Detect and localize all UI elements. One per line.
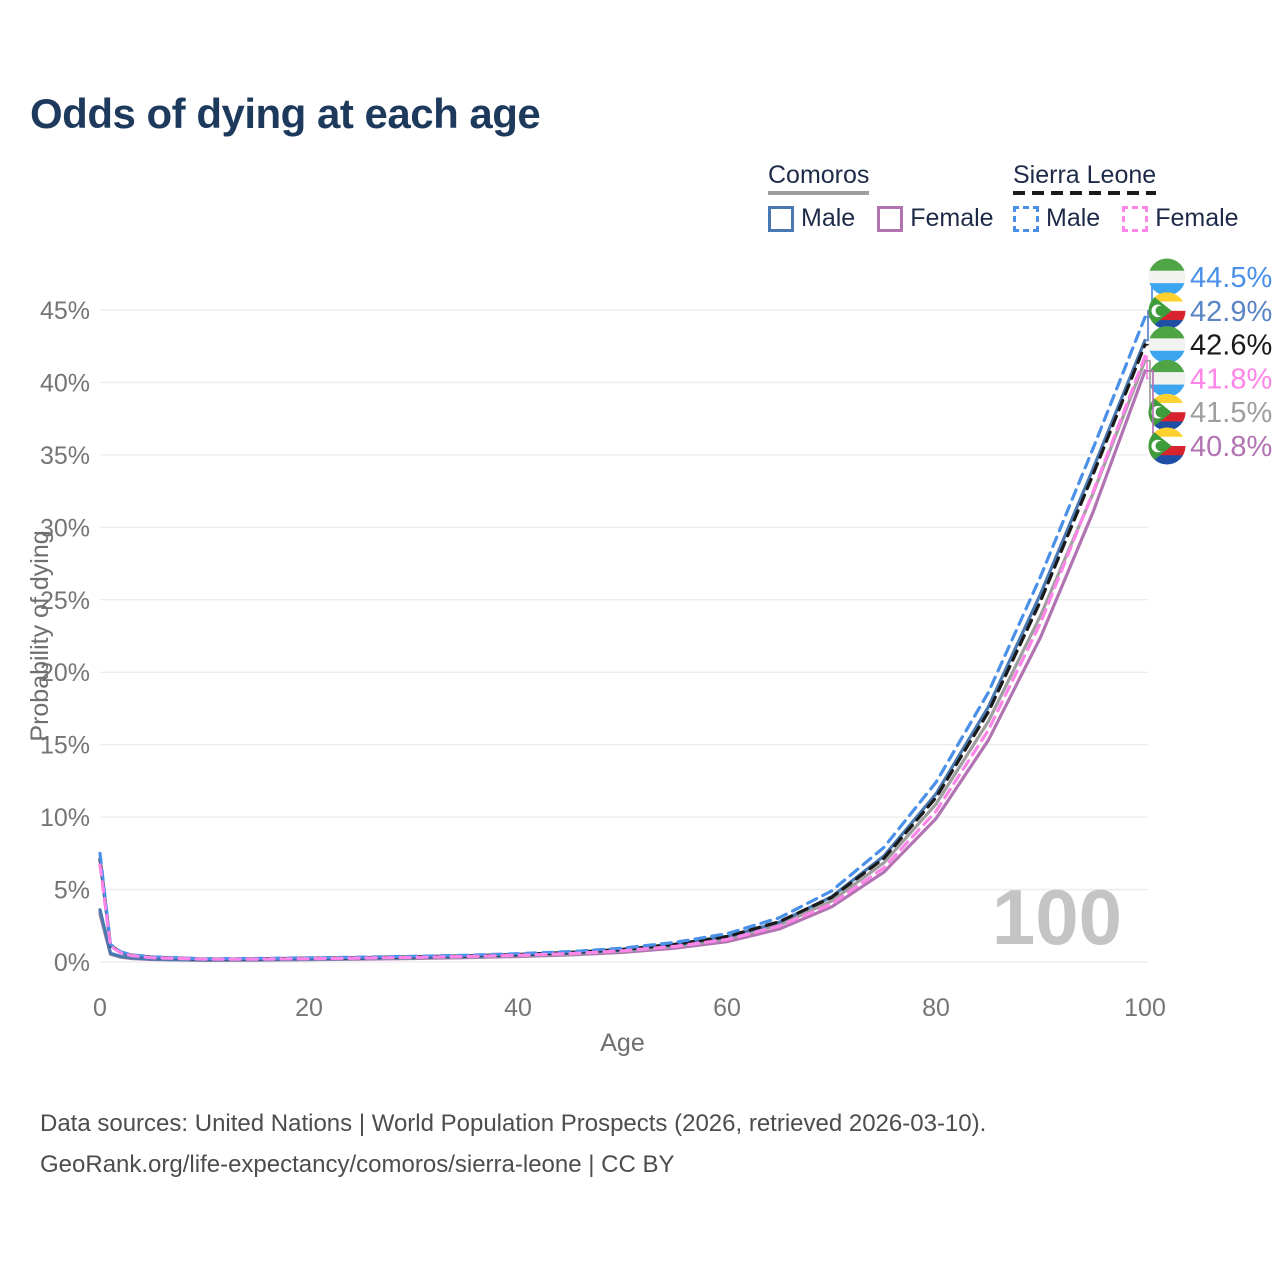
comoros-line-style-icon <box>768 191 870 195</box>
x-tick-label: 100 <box>1124 994 1166 1022</box>
legend-item-label: Male <box>801 204 856 232</box>
end-label-value: 40.8% <box>1190 431 1272 463</box>
series-line-comoros-both[interactable] <box>98 359 1147 962</box>
x-tick-label: 60 <box>713 994 741 1022</box>
legend-item-comoros-male[interactable]: Male <box>768 204 855 233</box>
y-axis-title: Probability of dying <box>26 530 54 741</box>
legend-group-title: Comoros <box>768 161 870 189</box>
comoros-male-swatch-icon <box>768 205 794 232</box>
end-label-value: 41.8% <box>1190 363 1272 395</box>
legend-items-comoros: Male Female <box>768 204 994 233</box>
legend-group-title: Sierra Leone <box>1013 161 1157 189</box>
series-line-comoros-male[interactable] <box>98 338 1147 962</box>
y-tick-label: 45% <box>40 297 90 325</box>
series-line-sierra-leone-female[interactable] <box>98 354 1147 961</box>
end-label-value: 44.5% <box>1190 262 1272 294</box>
legend-item-sierra-leone-female[interactable]: Female <box>1122 204 1239 233</box>
flag-icon-comoros <box>1148 427 1186 465</box>
flag-icon-comoros <box>1148 393 1186 431</box>
y-tick-label: 15% <box>40 732 90 760</box>
sierra-leone-line-style-icon <box>1013 191 1157 195</box>
series-line-comoros-female[interactable] <box>98 369 1147 962</box>
legend-group-header-sierra-leone: Sierra Leone <box>1013 161 1157 195</box>
x-tick-label: 40 <box>504 994 532 1022</box>
page-title: Odds of dying at each age <box>30 90 541 137</box>
legend-item-label: Male <box>1046 204 1101 232</box>
legend-item-label: Female <box>1155 204 1239 232</box>
flag-icon-sierra-leone <box>1148 326 1186 364</box>
series-line-sierra-leone-male[interactable] <box>98 315 1147 961</box>
flag-icon-sierra-leone <box>1148 258 1186 296</box>
y-tick-label: 35% <box>40 442 90 470</box>
x-tick-label: 80 <box>922 994 950 1022</box>
y-tick-label: 40% <box>40 369 90 397</box>
legend-item-comoros-female[interactable]: Female <box>877 204 994 233</box>
series-line-sierra-leone-both[interactable] <box>98 343 1147 961</box>
sierra-leone-female-swatch-icon <box>1122 205 1149 232</box>
end-label-value: 42.6% <box>1190 330 1272 362</box>
y-tick-label: 10% <box>40 804 90 832</box>
footer-attribution-line: GeoRank.org/life-expectancy/comoros/sier… <box>40 1151 675 1178</box>
flag-icon-sierra-leone <box>1148 359 1186 397</box>
y-tick-label: 0% <box>54 949 90 977</box>
flag-icon-comoros <box>1148 292 1186 330</box>
age-watermark: 100 <box>992 873 1122 961</box>
data-source-footer: Data sources: United Nations | World Pop… <box>40 1103 986 1185</box>
y-tick-label: 30% <box>40 514 90 542</box>
footer-source-line: Data sources: United Nations | World Pop… <box>40 1110 987 1137</box>
legend-group-header-comoros: Comoros <box>768 161 870 195</box>
legend-item-sierra-leone-male[interactable]: Male <box>1013 204 1100 233</box>
legend-items-sierra-leone: Male Female <box>1013 204 1239 233</box>
y-tick-label: 25% <box>40 587 90 615</box>
legend-group-sierra-leone: Sierra Leone Male Female <box>1013 162 1239 233</box>
x-axis-title: Age <box>600 1029 644 1057</box>
x-tick-label: 20 <box>295 994 323 1022</box>
legend-group-comoros: Comoros Male Female <box>768 162 994 233</box>
x-tick-label: 0 <box>93 994 107 1022</box>
y-tick-label: 20% <box>40 659 90 687</box>
comoros-female-swatch-icon <box>877 205 904 232</box>
y-tick-label: 5% <box>54 877 90 905</box>
end-label-value: 42.9% <box>1190 296 1272 328</box>
sierra-leone-male-swatch-icon <box>1013 205 1039 232</box>
end-label-value: 41.5% <box>1190 397 1272 429</box>
legend-item-label: Female <box>910 204 994 232</box>
